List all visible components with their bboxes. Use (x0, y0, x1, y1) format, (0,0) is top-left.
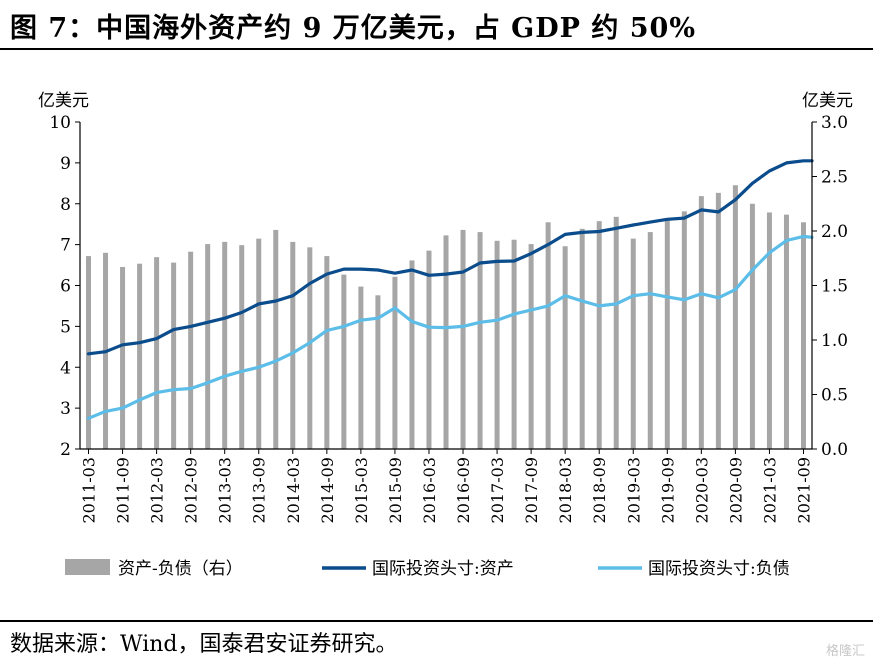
left-tick-label: 4 (60, 358, 71, 378)
right-tick-label: 3.0 (821, 113, 848, 133)
x-tick-label: 2018-03 (556, 457, 575, 523)
bar-2016-06 (443, 235, 449, 449)
bar-2019-03 (630, 238, 636, 449)
bar-2016-09 (460, 229, 466, 449)
bar-2015-06 (375, 295, 381, 449)
right-tick-label: 1.0 (821, 331, 848, 351)
bar-2015-09 (392, 276, 398, 449)
left-tick-label: 3 (60, 399, 71, 419)
bar-2021-03 (766, 212, 772, 449)
bar-2013-09 (256, 238, 262, 449)
x-tick-label: 2019-03 (624, 457, 643, 523)
x-tick-label: 2011-03 (80, 457, 99, 523)
bar-2011-09 (120, 266, 126, 449)
bar-2014-03 (290, 241, 296, 449)
bar-2018-12 (613, 216, 619, 449)
title-divider (0, 48, 873, 50)
x-tick-label: 2016-03 (420, 457, 439, 523)
bar-2016-03 (426, 250, 432, 449)
legend-label-assets: 国际投资头寸:资产 (372, 559, 514, 579)
bar-2014-12 (341, 274, 347, 449)
legend: 资产-负债（右） 国际投资头寸:资产 国际投资头寸:负债 (65, 559, 790, 579)
bar-2017-06 (511, 239, 517, 449)
x-tick-label: 2017-03 (488, 457, 507, 523)
left-axis-unit: 亿美元 (38, 91, 89, 111)
x-tick-label: 2014-03 (284, 457, 303, 523)
bar-series (86, 185, 806, 449)
right-tick-label: 2.5 (821, 168, 848, 188)
line-series (86, 159, 814, 420)
x-tick-label: 2013-03 (216, 457, 235, 523)
bar-2020-06 (715, 192, 721, 449)
bar-2019-12 (681, 211, 687, 449)
bar-2020-09 (732, 185, 738, 449)
x-tick-label: 2020-09 (726, 457, 745, 523)
x-tick-label: 2021-09 (794, 457, 813, 523)
assets-line (86, 159, 814, 356)
bar-2018-03 (562, 246, 568, 449)
right-tick-label: 1.5 (821, 277, 848, 297)
left-tick-label: 7 (60, 236, 71, 256)
bar-2015-12 (409, 260, 415, 449)
page-title: 图 7：中国海外资产约 9 万亿美元，占 GDP 约 50% (10, 13, 696, 44)
right-tick-label: 0.5 (821, 386, 848, 406)
x-tick-label: 2013-09 (250, 457, 269, 523)
legend-label-bar: 资产-负债（右） (118, 559, 243, 579)
bar-2013-03 (222, 241, 228, 449)
left-tick-label: 10 (49, 113, 71, 133)
bar-2018-09 (596, 221, 602, 449)
legend-label-liabilities: 国际投资头寸:负债 (648, 559, 790, 579)
x-tick-label: 2020-03 (692, 457, 711, 523)
bar-2020-03 (698, 196, 704, 449)
bar-2011-12 (137, 263, 143, 449)
liabilities-line (86, 234, 814, 420)
x-tick-label: 2018-09 (590, 457, 609, 523)
bar-2021-06 (783, 214, 789, 449)
bar-2019-06 (647, 232, 653, 449)
x-tick-label: 2015-09 (386, 457, 405, 523)
bar-2021-09 (800, 222, 806, 449)
bar-2019-09 (664, 220, 670, 449)
x-tick-label: 2011-09 (114, 457, 133, 523)
bar-2013-06 (239, 245, 245, 449)
bar-2012-06 (171, 262, 177, 449)
bar-2014-09 (324, 256, 330, 449)
x-tick-label: 2014-09 (318, 457, 337, 523)
bar-2014-06 (307, 247, 313, 449)
bar-2017-12 (545, 222, 551, 449)
right-tick-label: 2.0 (821, 222, 848, 242)
bar-2012-09 (188, 251, 194, 449)
bar-2012-12 (205, 244, 211, 449)
bar-2016-12 (477, 232, 483, 449)
bar-2017-09 (528, 244, 534, 449)
x-tick-label: 2016-09 (454, 457, 473, 523)
right-axis-unit: 亿美元 (802, 91, 853, 111)
x-tick-label: 2015-03 (352, 457, 371, 523)
source-divider (0, 620, 873, 622)
x-tick-label: 2012-03 (148, 457, 167, 523)
watermark: 格隆汇 (825, 644, 865, 659)
left-tick-label: 5 (60, 317, 71, 337)
x-tick-label: 2012-09 (182, 457, 201, 523)
left-tick-label: 9 (60, 154, 71, 174)
bar-2012-03 (154, 257, 160, 449)
left-tick-label: 2 (60, 440, 71, 460)
bar-2017-03 (494, 240, 500, 449)
left-tick-label: 8 (60, 195, 71, 215)
x-tick-label: 2021-03 (760, 457, 779, 523)
bar-2020-12 (749, 203, 755, 449)
bar-2015-03 (358, 286, 364, 449)
left-tick-label: 6 (60, 277, 71, 297)
legend-swatch-bar (65, 559, 110, 575)
x-tick-label: 2019-09 (658, 457, 677, 523)
bar-2018-06 (579, 228, 585, 449)
x-tick-label: 2017-09 (522, 457, 541, 523)
bar-2013-12 (273, 229, 279, 449)
right-tick-label: 0.0 (821, 440, 848, 460)
source-note: 数据来源：Wind，国泰君安证券研究。 (10, 632, 398, 657)
